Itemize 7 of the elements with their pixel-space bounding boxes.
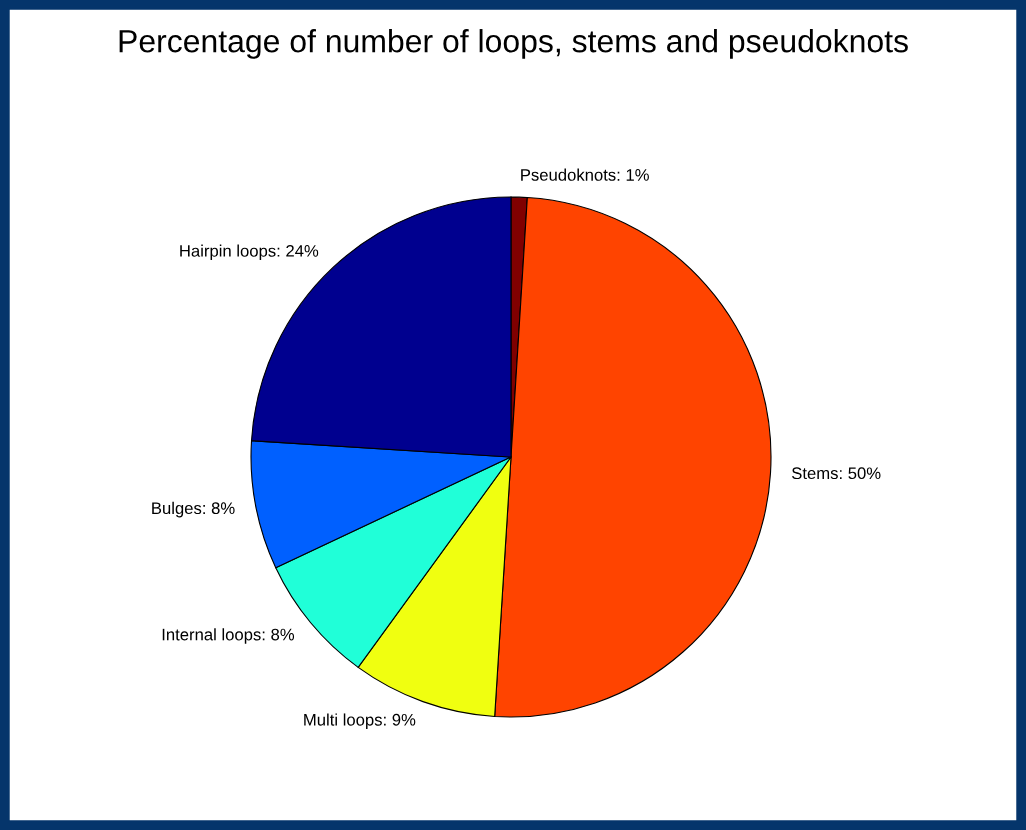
slice-label: Bulges: 8% [152,501,235,518]
slice-label: Internal loops: 8% [162,628,295,644]
slice-label: Stems: 50% [792,467,881,480]
chart-title: Percentage of number of loops, stems and pseudoknots [119,29,908,59]
slice-label: Pseudoknots: 1% [521,168,649,181]
slice-label: Multi loops: 9% [304,713,416,729]
slice-label: Hairpin loops: 24% [180,244,319,261]
